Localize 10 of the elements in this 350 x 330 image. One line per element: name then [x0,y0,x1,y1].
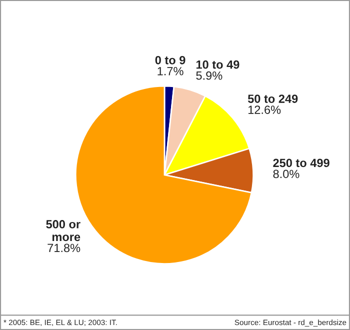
slice-label: 500 or more [46,220,80,242]
slice-label: 250 to 499 [273,158,330,168]
slice-label: 0 to 9 [155,56,186,64]
data-label: 1.7% [158,67,184,76]
data-label: 5.9% [196,71,222,80]
data-label: 71.8% [48,244,80,252]
data-label: 8.0% [273,170,300,178]
slice-label: 50 to 249 [248,94,298,103]
slice-label: 10 to 49 [196,60,240,69]
data-label: 12.6% [248,106,281,114]
